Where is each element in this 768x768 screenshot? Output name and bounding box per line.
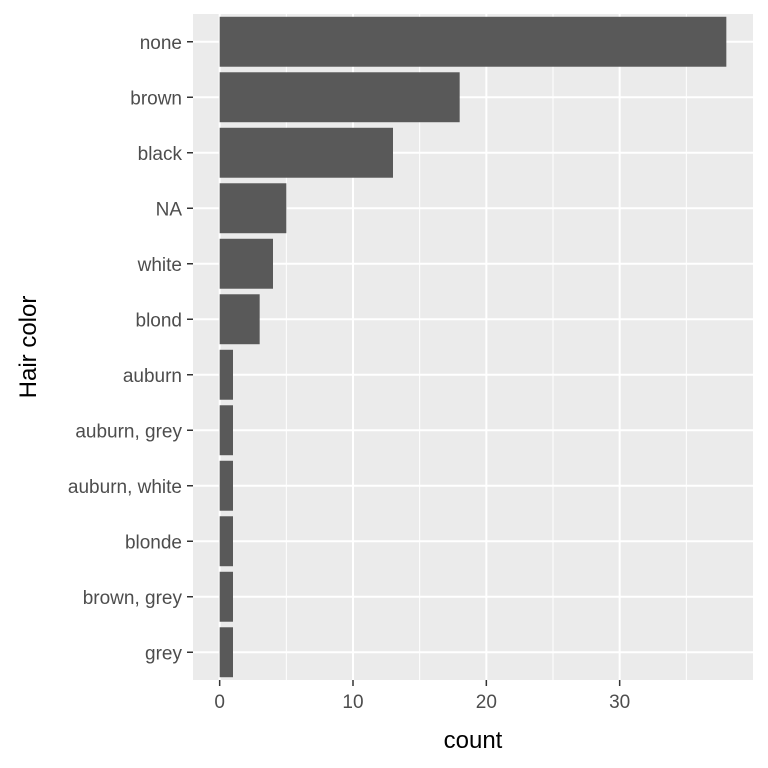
bar-na xyxy=(219,183,287,234)
bar-none xyxy=(219,16,727,67)
bar-white xyxy=(219,238,273,289)
y-tick-label: blonde xyxy=(125,532,182,553)
bar-black xyxy=(219,127,393,178)
y-tick-label: auburn, grey xyxy=(75,421,182,442)
minor-gridlines xyxy=(285,14,687,680)
bars xyxy=(219,16,727,678)
y-tick-label: blond xyxy=(136,310,183,331)
x-axis: 0 10 20 30 xyxy=(214,680,630,713)
y-tick-label: auburn xyxy=(123,366,182,387)
y-tick-label: auburn, white xyxy=(68,477,182,498)
y-tick-label: grey xyxy=(145,643,182,664)
x-tick-label: 30 xyxy=(609,692,630,713)
bar-brown xyxy=(219,72,460,123)
x-tick-label: 20 xyxy=(476,692,497,713)
y-tick-label: brown, grey xyxy=(83,588,183,609)
y-tick-label: none xyxy=(140,33,182,54)
x-tick-label: 0 xyxy=(214,692,225,713)
y-tick-label: brown xyxy=(130,88,182,109)
bar-auburn-white xyxy=(219,460,233,511)
y-tick-label: black xyxy=(138,144,183,165)
x-axis-title: count xyxy=(444,727,503,754)
bar-grey xyxy=(219,627,233,678)
x-tick-label: 10 xyxy=(342,692,363,713)
bar-brown-grey xyxy=(219,571,233,622)
y-tick-label: NA xyxy=(156,199,183,220)
bar-blonde xyxy=(219,516,233,567)
y-tick-label: white xyxy=(137,255,182,276)
bar-auburn xyxy=(219,349,233,400)
bar-auburn-grey xyxy=(219,405,233,456)
y-axis: none brown black NA white blond auburn auburn, … xyxy=(68,33,193,664)
y-axis-title: Hair color xyxy=(15,296,42,399)
bar-blond xyxy=(219,294,260,345)
